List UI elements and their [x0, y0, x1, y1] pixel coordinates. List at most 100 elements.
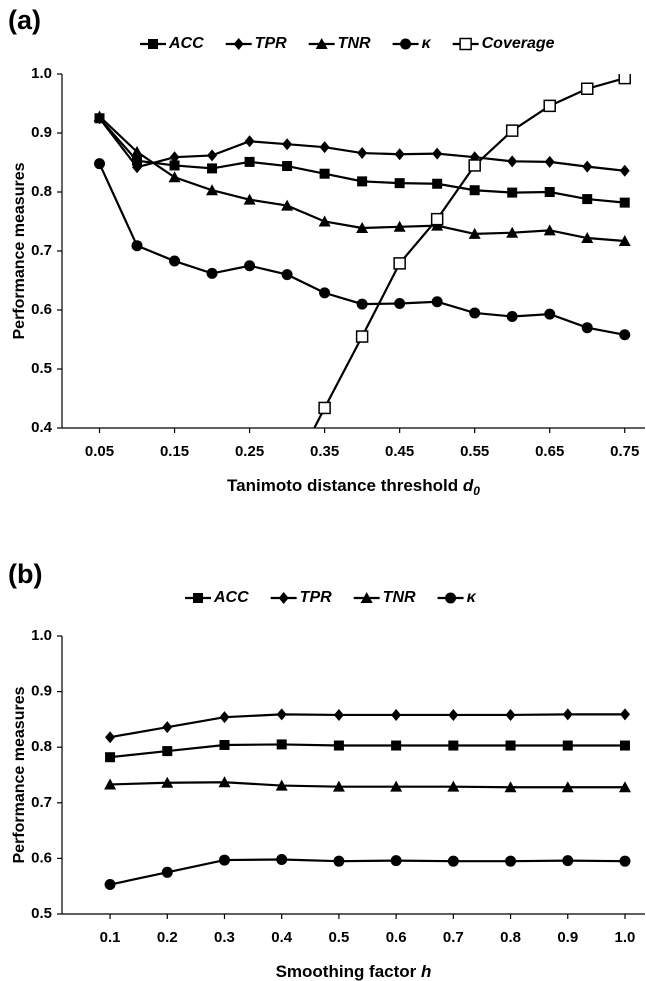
x-tick-label: 0.25: [235, 443, 264, 460]
marker: [448, 740, 459, 751]
marker: [218, 776, 231, 788]
marker: [132, 155, 143, 166]
x-tick-label: 0.45: [385, 443, 414, 460]
marker: [432, 178, 443, 189]
marker: [619, 197, 630, 208]
x-tick-label: 0.65: [535, 443, 564, 460]
x-axis-label-var: h: [421, 962, 431, 981]
marker: [218, 854, 230, 866]
marker: [507, 155, 518, 168]
marker: [505, 708, 516, 721]
marker: [219, 739, 230, 750]
y-tick-label: 1.0: [31, 627, 52, 644]
x-tick-label: 0.1: [100, 929, 121, 946]
marker: [168, 171, 181, 183]
marker: [244, 135, 255, 148]
marker: [244, 260, 256, 272]
marker: [319, 287, 331, 299]
x-tick-label: 0.8: [500, 929, 521, 946]
x-axis-label-text: Tanimoto distance threshold: [227, 476, 458, 495]
marker: [469, 185, 480, 196]
legend-label: TNR: [338, 35, 371, 52]
marker: [169, 160, 180, 171]
series-line: [109, 858, 625, 886]
marker: [276, 739, 287, 750]
legend-label: ACC: [168, 35, 204, 52]
y-tick-label: 0.8: [31, 183, 52, 200]
marker: [561, 781, 574, 793]
marker: [619, 708, 630, 721]
marker: [93, 110, 106, 122]
marker: [281, 269, 293, 281]
legend-label: TPR: [255, 35, 287, 52]
marker: [544, 308, 556, 320]
marker: [162, 746, 173, 757]
legend-label: Coverage: [482, 35, 555, 52]
marker: [318, 215, 331, 227]
x-axis-label: Tanimoto distance threshold d0: [227, 476, 480, 498]
x-tick-label: 0.6: [386, 929, 407, 946]
marker: [431, 296, 443, 308]
x-tick-label: 1.0: [615, 929, 636, 946]
marker: [390, 780, 403, 792]
marker: [468, 227, 481, 239]
marker: [206, 267, 218, 279]
legend-marker: [400, 38, 412, 50]
marker: [281, 199, 294, 211]
marker: [333, 855, 345, 867]
marker: [162, 721, 173, 734]
x-tick-label: 0.5: [328, 929, 349, 946]
marker: [543, 224, 556, 236]
marker: [356, 298, 368, 310]
marker: [506, 226, 519, 238]
marker: [357, 176, 368, 187]
marker: [131, 145, 144, 157]
marker: [393, 257, 406, 270]
marker: [394, 148, 405, 161]
x-tick-label: 0.35: [310, 443, 339, 460]
x-tick-label: 0.75: [610, 443, 639, 460]
marker: [275, 779, 288, 791]
marker: [618, 781, 631, 793]
marker: [562, 708, 573, 721]
marker: [505, 740, 516, 751]
marker: [94, 158, 106, 170]
x-tick-label: 0.7: [443, 929, 464, 946]
y-tick-label: 0.5: [31, 905, 52, 922]
x-axis-label: Smoothing factor h: [276, 962, 432, 981]
legend-label: TNR: [383, 589, 416, 606]
x-tick-label: 0.4: [271, 929, 293, 946]
marker: [430, 212, 444, 226]
marker: [469, 307, 481, 319]
marker: [618, 234, 631, 246]
marker: [432, 147, 443, 160]
marker: [618, 74, 631, 85]
x-tick-label: 0.05: [85, 443, 114, 460]
marker: [619, 740, 630, 751]
marker: [356, 221, 369, 233]
marker: [355, 330, 369, 343]
x-tick-label: 0.15: [160, 443, 189, 460]
y-tick-label: 0.6: [31, 301, 52, 318]
marker: [276, 708, 287, 721]
marker: [282, 161, 293, 172]
marker: [581, 232, 594, 244]
x-tick-label: 0.3: [214, 929, 235, 946]
marker: [169, 151, 180, 164]
legend-marker: [233, 38, 244, 50]
legend-marker: [278, 592, 289, 604]
marker: [132, 161, 143, 174]
legend-marker: [193, 593, 203, 603]
marker: [243, 193, 256, 205]
legend-marker: [148, 39, 158, 49]
marker: [391, 740, 402, 751]
marker: [394, 178, 405, 189]
marker: [318, 401, 331, 415]
marker: [505, 855, 517, 867]
panel-label: (b): [8, 559, 42, 589]
marker: [276, 854, 288, 866]
marker: [105, 752, 116, 763]
x-tick-label: 0.2: [157, 929, 178, 946]
legend-marker: [315, 38, 328, 49]
